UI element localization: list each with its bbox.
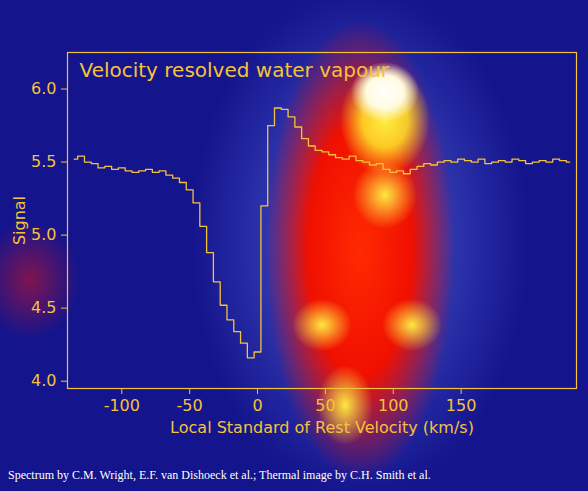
svg-text:0: 0 — [252, 396, 262, 415]
svg-text:4.5: 4.5 — [31, 298, 56, 317]
svg-text:Velocity resolved water vapour: Velocity resolved water vapour — [80, 58, 390, 82]
svg-text:150: 150 — [446, 396, 477, 415]
svg-text:100: 100 — [378, 396, 409, 415]
svg-text:4.0: 4.0 — [31, 371, 56, 390]
svg-text:5.5: 5.5 — [31, 152, 56, 171]
svg-text:5.0: 5.0 — [31, 225, 56, 244]
svg-text:50: 50 — [315, 396, 335, 415]
svg-text:Local Standard of Rest Velocit: Local Standard of Rest Velocity (km/s) — [170, 418, 474, 437]
svg-text:Signal: Signal — [10, 196, 29, 245]
svg-text:6.0: 6.0 — [31, 79, 56, 98]
svg-text:-100: -100 — [104, 396, 140, 415]
svg-text:-50: -50 — [177, 396, 203, 415]
html-text:Spectrum by C.M. Wright, E.F.: Spectrum by C.M. Wright, E.F. van Dishoe… — [8, 468, 431, 482]
